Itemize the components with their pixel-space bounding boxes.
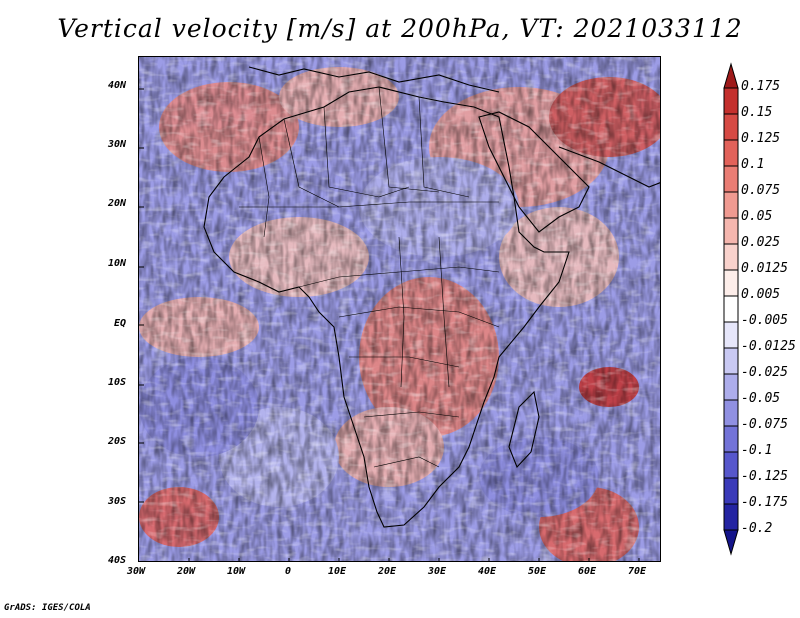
colorbar-label: 0.175: [741, 79, 781, 94]
colorbar-label: -0.005: [741, 313, 788, 328]
lon-label-60e: 60E: [578, 566, 597, 577]
asia-coastline: [558, 146, 660, 188]
lon-label-40e: 40E: [478, 566, 497, 577]
colorbar-segment: [723, 191, 739, 219]
lat-label-20n: 20N: [108, 198, 127, 209]
colorbar-segment: [723, 269, 739, 297]
lon-label-50e: 50E: [528, 566, 547, 577]
colorbar-segment: [723, 165, 739, 193]
colorbar-label: -0.075: [741, 417, 788, 432]
colorbar-segment: [723, 399, 739, 427]
colorbar-segment: [723, 503, 739, 531]
colorbar-label: 0.15: [741, 105, 773, 120]
colorbar-label: 0.005: [741, 287, 781, 302]
axis-ticks: [139, 88, 640, 561]
madagascar-coastline: [508, 390, 540, 469]
colorbar-segment: [723, 217, 739, 245]
colorbar-label: -0.05: [741, 391, 781, 406]
colorbar-segment: [723, 139, 739, 167]
colorbar-label: 0.125: [741, 131, 781, 146]
colorbar-segment: [723, 243, 739, 271]
colorbar-label: -0.025: [741, 365, 788, 380]
lon-label-30e: 30E: [428, 566, 447, 577]
lon-label-10w: 10W: [227, 566, 246, 577]
colorbar-label: -0.2: [741, 521, 773, 536]
lon-label-20e: 20E: [378, 566, 397, 577]
lon-label-30w: 30W: [127, 566, 146, 577]
colorbar-label: -0.0125: [741, 339, 796, 354]
lat-label-30s: 30S: [108, 496, 127, 507]
colorbar-label: -0.175: [741, 495, 788, 510]
lat-label-10n: 10N: [108, 258, 127, 269]
colorbar-segment: [723, 425, 739, 453]
country-borders: [239, 86, 500, 468]
grads-credit: GrADS: IGES/COLA: [4, 603, 91, 613]
lon-label-10e: 10E: [328, 566, 347, 577]
field-texture-white: [139, 57, 660, 561]
lat-label-40s: 40S: [108, 555, 127, 566]
arabia-coastline: [478, 111, 590, 233]
map-svg: [139, 57, 660, 561]
mediterranean-north: [248, 66, 500, 93]
lat-label-10s: 10S: [108, 377, 127, 388]
colorbar-segment: [723, 451, 739, 479]
lon-label-20w: 20W: [177, 566, 196, 577]
lon-label-0: 0: [285, 566, 292, 577]
colorbar-segment: [723, 295, 739, 323]
colorbar-label: 0.05: [741, 209, 773, 224]
africa-coastline: [203, 86, 570, 528]
lat-label-30n: 30N: [108, 139, 127, 150]
colorbar-segment: [723, 113, 739, 141]
colorbar-segment: [723, 477, 739, 505]
chart-title: Vertical velocity [m/s] at 200hPa, VT: 2…: [57, 14, 743, 43]
colorbar-label: -0.125: [741, 469, 788, 484]
map-plot-area: [138, 56, 661, 562]
lat-label-eq: EQ: [114, 318, 127, 329]
colorbar-arrow-top: [723, 62, 739, 89]
colorbar-label: 0.0125: [741, 261, 788, 276]
colorbar-label: 0.025: [741, 235, 781, 250]
colorbar-label: 0.075: [741, 183, 781, 198]
colorbar-segment: [723, 87, 739, 115]
colorbar-label: 0.1: [741, 157, 765, 172]
colorbar-arrow-bottom: [723, 529, 739, 556]
colorbar-segment: [723, 347, 739, 375]
colorbar-label: -0.1: [741, 443, 773, 458]
coastlines: [203, 66, 660, 528]
colorbar-segment: [723, 321, 739, 349]
colorbar-segment: [723, 373, 739, 401]
lat-label-40n: 40N: [108, 80, 127, 91]
lon-label-70e: 70E: [628, 566, 647, 577]
lat-label-20s: 20S: [108, 436, 127, 447]
